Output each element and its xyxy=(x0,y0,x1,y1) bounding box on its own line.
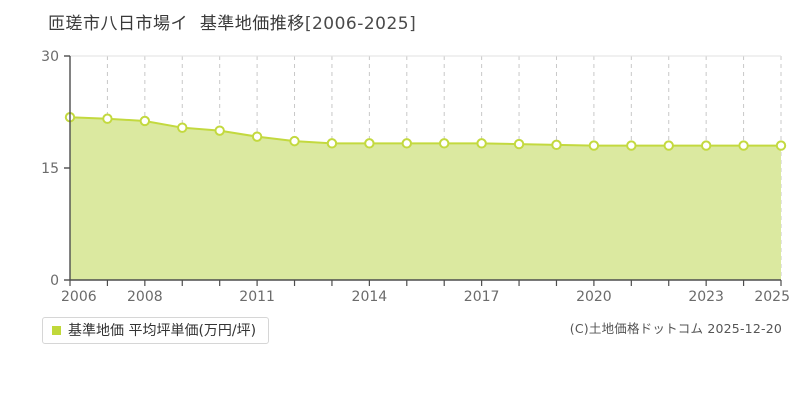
page-title: 匝瑳市八日市場イ 基準地価推移[2006-2025] xyxy=(48,9,416,34)
svg-text:15: 15 xyxy=(41,161,59,177)
svg-text:2020: 2020 xyxy=(576,289,612,305)
svg-text:2008: 2008 xyxy=(127,289,163,305)
svg-text:2006: 2006 xyxy=(61,289,97,305)
x-axis-tick-labels: 2006 2008 2011 2014 2017 2020 2023 2025 xyxy=(61,289,790,305)
svg-text:2011: 2011 xyxy=(239,289,275,305)
svg-text:2017: 2017 xyxy=(464,289,500,305)
svg-text:30: 30 xyxy=(41,49,59,65)
title-location: 匝瑳市八日市場イ xyxy=(48,14,188,34)
title-metric: 基準地価推移 xyxy=(199,14,305,34)
svg-text:0: 0 xyxy=(50,273,59,289)
area-fill xyxy=(70,117,781,280)
chart-legend: 基準地価 平均坪単価(万円/坪) xyxy=(42,317,270,344)
copyright-credit: (C)土地価格ドットコム 2025-12-20 xyxy=(569,321,782,336)
svg-text:2023: 2023 xyxy=(688,289,724,305)
title-range: [2006-2025] xyxy=(304,14,417,34)
y-axis-tick-labels: 0 15 30 xyxy=(41,49,59,289)
series-line xyxy=(69,116,781,147)
legend-swatch-icon xyxy=(52,325,61,335)
svg-text:2025: 2025 xyxy=(754,289,790,305)
axes xyxy=(64,55,782,286)
svg-text:2014: 2014 xyxy=(352,289,388,305)
legend-label: 基準地価 平均坪単価(万円/坪) xyxy=(68,323,257,339)
